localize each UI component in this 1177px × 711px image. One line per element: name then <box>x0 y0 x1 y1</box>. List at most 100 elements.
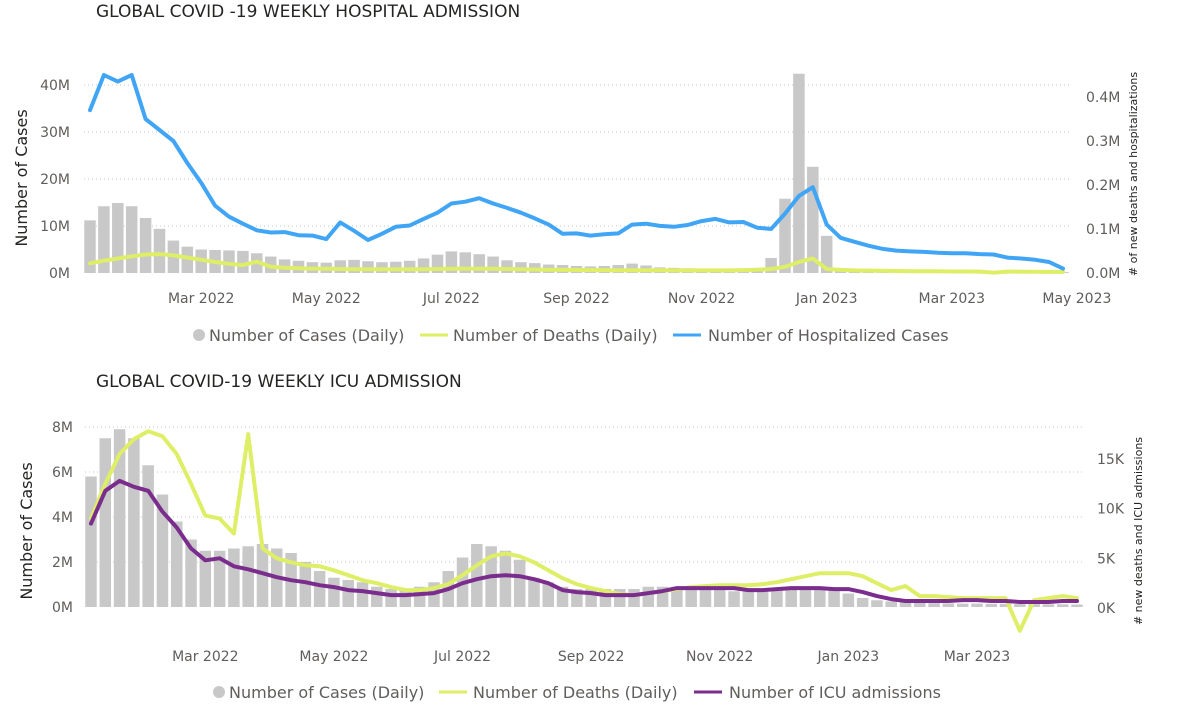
bar <box>342 580 354 607</box>
bar <box>334 260 346 273</box>
series-line-deaths <box>88 252 1065 275</box>
bar <box>971 603 983 607</box>
x-tick-label: May 2022 <box>299 649 368 665</box>
bar <box>999 603 1012 607</box>
x-tick-label: Mar 2023 <box>919 291 986 307</box>
chart2-legend[interactable]: Number of Cases (Daily) Number of Deaths… <box>213 683 941 702</box>
chart2-gridlines <box>85 426 1085 563</box>
bar <box>125 206 138 273</box>
legend-cases-label: Number of Cases (Daily) <box>209 326 404 345</box>
bar <box>371 586 383 607</box>
bar <box>642 586 655 607</box>
chart1-ticks: 0M 10M 20M 30M 40M 0.0M 0.1M 0.2M 0.3M 0.4M Mar 20… <box>40 78 1120 307</box>
bar <box>228 548 240 607</box>
bar <box>765 257 777 273</box>
bar <box>445 251 458 273</box>
bar <box>153 228 166 273</box>
bar <box>362 261 374 273</box>
y2-tick-label: 0.4M <box>1086 90 1120 106</box>
y2-tick-label: 0.0M <box>1086 266 1120 282</box>
hospital-admission-chart: GLOBAL COVID -19 WEEKLY HOSPITAL ADMISSI… <box>12 2 1140 345</box>
x-tick-label: Nov 2022 <box>668 291 735 307</box>
chart1-y2-axis-title: # of new deaths and hospitalizations <box>1127 72 1140 276</box>
chart1-y-axis-title: Number of Cases <box>12 109 31 246</box>
bar <box>223 250 235 273</box>
bar <box>499 550 512 607</box>
bar <box>828 589 840 607</box>
y-tick-label: 30M <box>40 125 70 141</box>
bar <box>599 589 612 607</box>
x-tick-label: Jan 2023 <box>817 649 880 665</box>
x-tick-label: Jul 2022 <box>433 649 491 665</box>
bar <box>628 589 640 607</box>
chart1-title: GLOBAL COVID -19 WEEKLY HOSPITAL ADMISSI… <box>96 2 520 22</box>
bar <box>793 73 805 273</box>
legend-cases-marker <box>193 329 205 341</box>
y2-tick-label: 10K <box>1097 502 1125 518</box>
bar <box>185 539 197 607</box>
y-tick-label: 6M <box>52 465 73 481</box>
bar <box>985 603 998 607</box>
bar <box>237 250 249 273</box>
legend2-cases-label: Number of Cases (Daily) <box>229 683 424 702</box>
bar <box>403 260 416 273</box>
chart2-lines <box>89 429 1079 633</box>
y-tick-label: 8M <box>52 420 73 436</box>
bar <box>313 571 326 607</box>
x-tick-label: Mar 2022 <box>172 649 239 665</box>
bar <box>99 438 112 607</box>
bar <box>1028 604 1040 607</box>
series-line-hosp <box>88 73 1065 271</box>
chart2-title: GLOBAL COVID-19 WEEKLY ICU ADMISSION <box>96 372 462 392</box>
bar <box>656 586 669 607</box>
bar <box>199 550 212 607</box>
bar <box>1056 604 1069 607</box>
series-line-deaths <box>89 429 1079 633</box>
bar <box>242 546 254 607</box>
y-tick-label: 2M <box>52 555 73 571</box>
bar <box>85 476 97 607</box>
bar <box>771 589 783 607</box>
y2-tick-label: 0.2M <box>1086 178 1120 194</box>
bar <box>914 602 926 607</box>
bar <box>156 494 169 607</box>
y-tick-label: 0M <box>49 266 70 282</box>
bar <box>928 603 940 607</box>
x-tick-label: Sep 2022 <box>558 649 624 665</box>
y-tick-label: 20M <box>40 172 70 188</box>
bar <box>459 252 472 273</box>
chart2-y2-axis-title: # new deaths and ICU admissions <box>1132 437 1145 625</box>
bar <box>1071 604 1083 607</box>
y-tick-label: 40M <box>40 78 70 94</box>
icu-admission-chart: GLOBAL COVID-19 WEEKLY ICU ADMISSION Num… <box>17 372 1145 702</box>
legend2-icu-label: Number of ICU admissions <box>729 683 941 702</box>
bar <box>487 256 499 273</box>
legend-deaths-label: Number of Deaths (Daily) <box>453 326 658 345</box>
chart1-legend[interactable]: Number of Cases (Daily) Number of Deaths… <box>193 326 949 345</box>
bar <box>571 589 583 607</box>
bar <box>299 562 312 607</box>
bar <box>799 589 812 607</box>
bar <box>356 582 369 607</box>
x-tick-label: May 2023 <box>1042 291 1111 307</box>
x-tick-label: May 2022 <box>292 291 361 307</box>
bar <box>84 220 96 273</box>
bar <box>871 600 883 607</box>
bar <box>170 521 183 607</box>
bar <box>956 603 969 607</box>
bar <box>942 603 955 607</box>
bar <box>98 206 110 273</box>
chart1-bars <box>84 73 1069 273</box>
bar <box>585 589 597 607</box>
legend2-cases-marker <box>213 686 225 698</box>
bar <box>181 246 194 273</box>
bar <box>417 258 430 273</box>
bar <box>785 589 797 607</box>
bar <box>756 589 769 607</box>
bar <box>328 577 340 607</box>
bar <box>728 591 740 607</box>
bar <box>556 586 569 607</box>
y2-tick-label: 0.1M <box>1086 222 1120 238</box>
y2-tick-label: 0K <box>1097 601 1116 617</box>
y2-tick-label: 15K <box>1097 452 1125 468</box>
